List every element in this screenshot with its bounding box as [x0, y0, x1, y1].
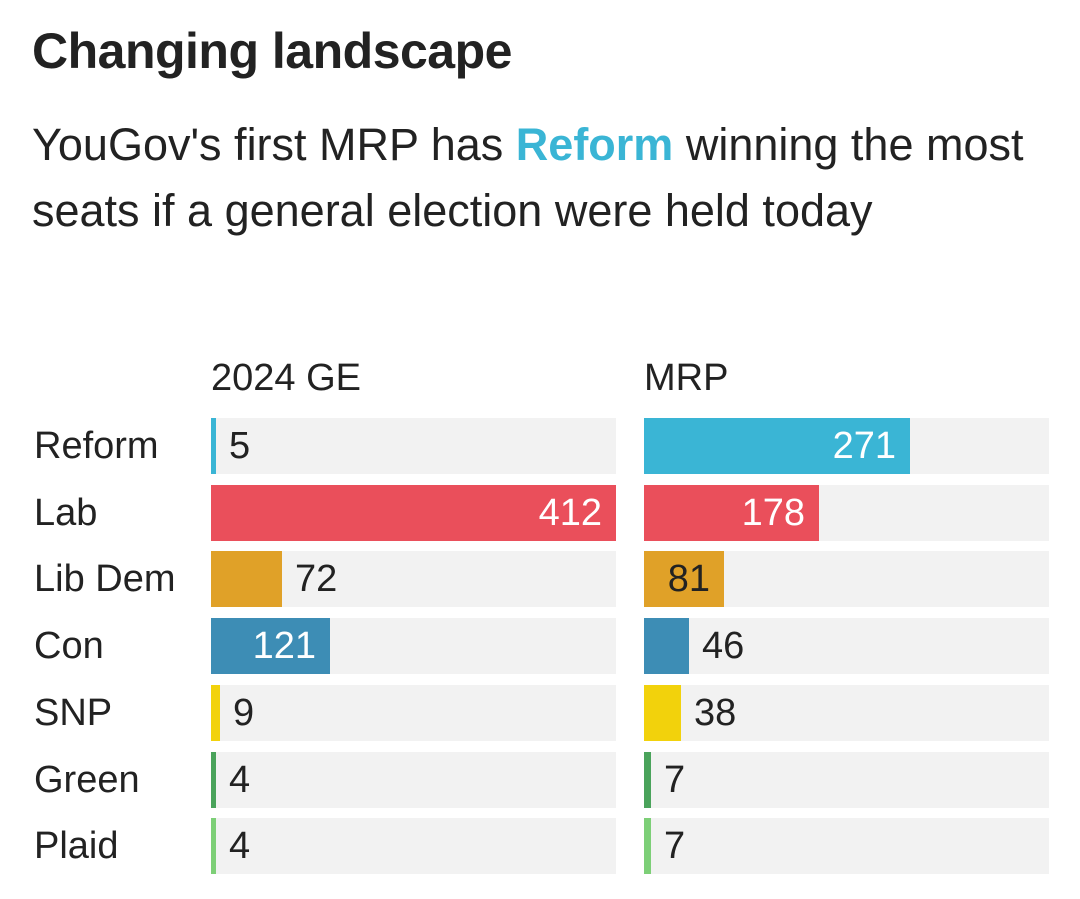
value-label-lib-dem-1: 81	[667, 558, 710, 600]
bar-snp-0	[211, 685, 220, 741]
bar-lib-dem-1	[644, 551, 724, 607]
bar-plaid-1	[644, 818, 651, 874]
subtitle-highlight: Reform	[515, 119, 674, 170]
subtitle-text-after: winning the most seats if a general elec…	[32, 119, 1024, 236]
bar-plaid-0	[211, 818, 216, 874]
row-label-plaid: Plaid	[34, 825, 119, 867]
bar-con-1	[644, 618, 689, 674]
value-label-con-1: 46	[702, 625, 745, 667]
bar-snp-1	[644, 685, 681, 741]
bar-track-snp-0	[211, 685, 616, 741]
value-label-reform-0: 5	[229, 425, 251, 467]
bar-track-green-1	[644, 752, 1049, 808]
bar-track-con-1	[644, 618, 1049, 674]
row-label-green: Green	[34, 759, 140, 801]
chart-title: Changing landscape	[32, 23, 512, 79]
chart-subtitle: YouGov's first MRP has Reform winning th…	[32, 112, 1032, 244]
row-label-reform: Reform	[34, 425, 159, 467]
bar-lab-1	[644, 485, 819, 541]
bar-track-plaid-1	[644, 818, 1049, 874]
value-label-snp-1: 38	[694, 692, 737, 734]
value-label-snp-0: 9	[233, 692, 255, 734]
value-label-lab-0: 412	[538, 492, 602, 534]
bar-track-reform-0	[211, 418, 616, 474]
value-label-con-0: 121	[252, 625, 316, 667]
bar-track-snp-1	[644, 685, 1049, 741]
bar-lab-0	[211, 485, 616, 541]
subtitle-text-before: YouGov's first MRP has	[32, 119, 516, 170]
value-label-plaid-0: 4	[229, 825, 251, 867]
row-label-lib-dem: Lib Dem	[34, 558, 176, 600]
row-label-con: Con	[34, 625, 104, 667]
column-header-0: 2024 GE	[211, 357, 361, 399]
bar-reform-0	[211, 418, 216, 474]
value-label-lib-dem-0: 72	[295, 558, 338, 600]
bar-reform-1	[644, 418, 910, 474]
bar-green-0	[211, 752, 216, 808]
value-label-lab-1: 178	[741, 492, 805, 534]
value-label-green-0: 4	[229, 759, 251, 801]
row-label-lab: Lab	[34, 492, 98, 534]
bar-track-plaid-0	[211, 818, 616, 874]
value-label-green-1: 7	[664, 759, 686, 801]
bar-lib-dem-0	[211, 551, 282, 607]
value-label-plaid-1: 7	[664, 825, 686, 867]
value-label-reform-1: 271	[832, 425, 896, 467]
row-label-snp: SNP	[34, 692, 113, 734]
bar-green-1	[644, 752, 651, 808]
column-header-1: MRP	[644, 357, 729, 399]
bar-track-green-0	[211, 752, 616, 808]
bar-con-0	[211, 618, 330, 674]
